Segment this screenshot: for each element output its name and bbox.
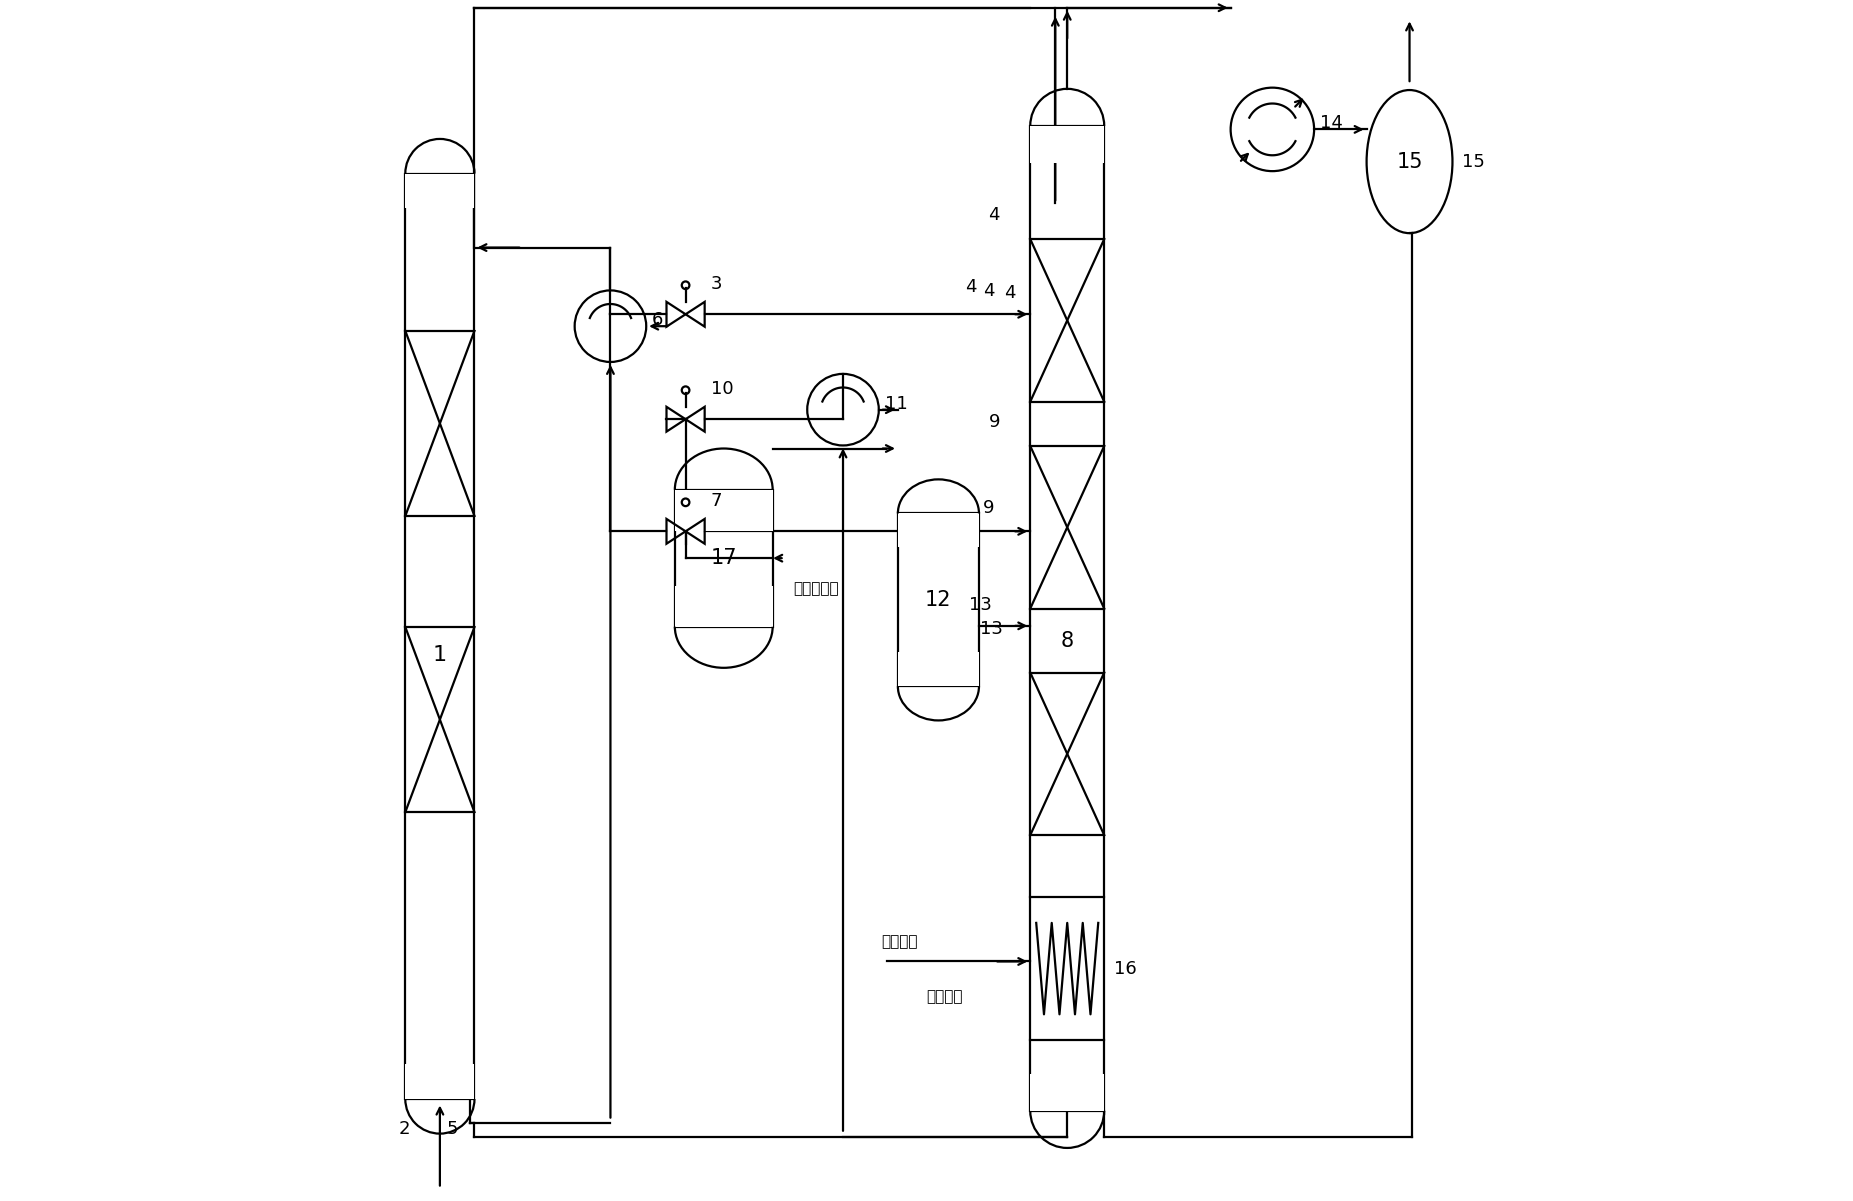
Text: 4: 4 <box>1004 285 1015 303</box>
Text: 9: 9 <box>988 413 1001 431</box>
Text: 2: 2 <box>398 1119 410 1137</box>
Text: 12: 12 <box>925 590 952 610</box>
Bar <box>899 652 978 687</box>
Bar <box>406 1064 474 1099</box>
Text: 4: 4 <box>982 282 995 300</box>
Text: 17: 17 <box>710 548 737 568</box>
Text: 5: 5 <box>447 1119 458 1137</box>
Text: 6: 6 <box>652 311 663 329</box>
Text: 4: 4 <box>988 207 1001 225</box>
Bar <box>899 514 978 687</box>
Text: 9: 9 <box>982 498 995 516</box>
Bar <box>406 173 474 1099</box>
Bar <box>1030 126 1104 163</box>
Text: 蒸汽冷却液: 蒸汽冷却液 <box>793 581 839 596</box>
Text: 4: 4 <box>965 279 977 297</box>
Bar <box>674 586 773 627</box>
Bar <box>674 490 773 531</box>
Text: 14: 14 <box>1319 114 1343 132</box>
Bar <box>1030 126 1104 1111</box>
Text: 10: 10 <box>712 380 734 398</box>
Text: 7: 7 <box>712 491 723 509</box>
Text: 15: 15 <box>1462 153 1484 171</box>
Text: 15: 15 <box>1397 151 1423 172</box>
Text: 3: 3 <box>712 275 723 293</box>
Text: 11: 11 <box>884 395 908 413</box>
Bar <box>1030 1074 1104 1111</box>
Text: 1: 1 <box>434 645 447 665</box>
Bar <box>406 173 474 208</box>
Text: 4: 4 <box>1004 285 1015 303</box>
Text: 13: 13 <box>969 596 991 614</box>
Bar <box>899 514 978 548</box>
Text: 低压蒸汽: 低压蒸汽 <box>882 934 917 950</box>
Text: 16: 16 <box>1114 960 1136 978</box>
Text: 13: 13 <box>980 620 1002 638</box>
Bar <box>674 490 773 627</box>
Text: 低压蒸汱: 低压蒸汱 <box>926 988 964 1004</box>
Text: 8: 8 <box>1060 631 1073 651</box>
